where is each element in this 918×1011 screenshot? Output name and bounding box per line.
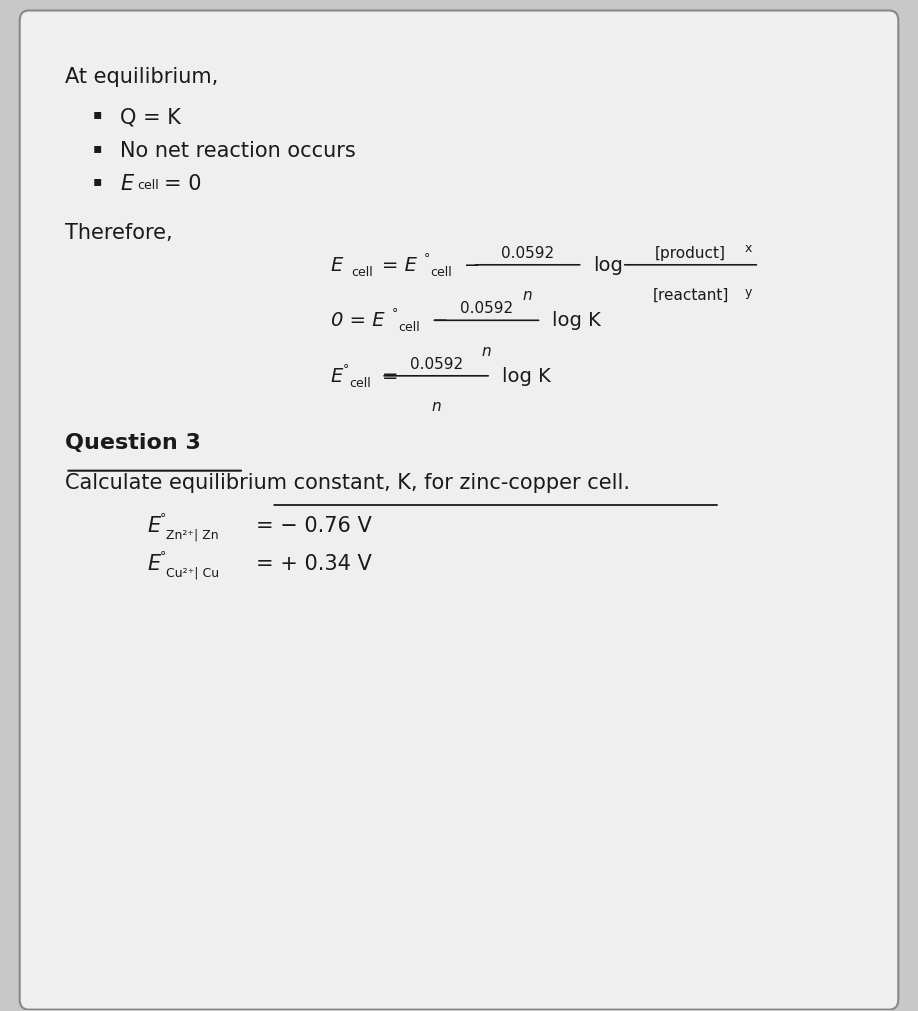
Text: [product]: [product] <box>655 246 726 261</box>
Text: 0 = E: 0 = E <box>330 311 385 330</box>
Text: n: n <box>523 288 532 302</box>
Text: n: n <box>431 398 441 413</box>
Text: log: log <box>594 256 623 274</box>
Text: ▪: ▪ <box>93 174 102 188</box>
Text: E: E <box>120 174 134 194</box>
Text: Question 3: Question 3 <box>65 433 201 453</box>
Text: 0.0592: 0.0592 <box>409 356 463 371</box>
Text: n: n <box>482 343 491 358</box>
Text: y: y <box>744 286 752 298</box>
Text: = E: = E <box>382 256 417 274</box>
Text: cell: cell <box>351 266 373 278</box>
Text: E: E <box>148 516 161 536</box>
Text: Q = K: Q = K <box>120 107 181 127</box>
Text: At equilibrium,: At equilibrium, <box>65 67 218 87</box>
Text: cell: cell <box>431 266 453 278</box>
Text: °: ° <box>342 362 349 375</box>
Text: =: = <box>382 366 398 385</box>
Text: cell: cell <box>349 376 371 389</box>
Text: E: E <box>330 366 343 385</box>
Text: −: − <box>464 256 480 274</box>
Text: 0.0592: 0.0592 <box>501 246 554 261</box>
Text: = + 0.34 V: = + 0.34 V <box>256 554 372 574</box>
Text: E: E <box>148 554 161 574</box>
Text: °: ° <box>160 550 166 563</box>
Text: E: E <box>330 256 343 274</box>
Text: ▪: ▪ <box>93 141 102 155</box>
Text: °: ° <box>160 512 166 525</box>
Text: ▪: ▪ <box>93 107 102 121</box>
Text: x: x <box>744 242 752 255</box>
Text: log K: log K <box>502 366 551 385</box>
FancyBboxPatch shape <box>19 11 899 1010</box>
Text: Zn²⁺| Zn: Zn²⁺| Zn <box>166 528 218 541</box>
Text: log K: log K <box>553 311 601 330</box>
Text: °: ° <box>424 252 431 265</box>
Text: Cu²⁺| Cu: Cu²⁺| Cu <box>166 566 219 579</box>
Text: Calculate equilibrium constant, K, for zinc-copper cell.: Calculate equilibrium constant, K, for z… <box>65 472 631 492</box>
Text: No net reaction occurs: No net reaction occurs <box>120 141 356 161</box>
Text: cell: cell <box>398 321 420 334</box>
Text: [reactant]: [reactant] <box>653 288 729 302</box>
Text: = − 0.76 V: = − 0.76 V <box>256 516 372 536</box>
Text: Therefore,: Therefore, <box>65 223 174 244</box>
Text: 0.0592: 0.0592 <box>460 301 513 315</box>
Text: −: − <box>431 311 448 330</box>
Text: = 0: = 0 <box>164 174 202 194</box>
Text: °: ° <box>392 307 398 319</box>
Text: cell: cell <box>137 179 159 192</box>
